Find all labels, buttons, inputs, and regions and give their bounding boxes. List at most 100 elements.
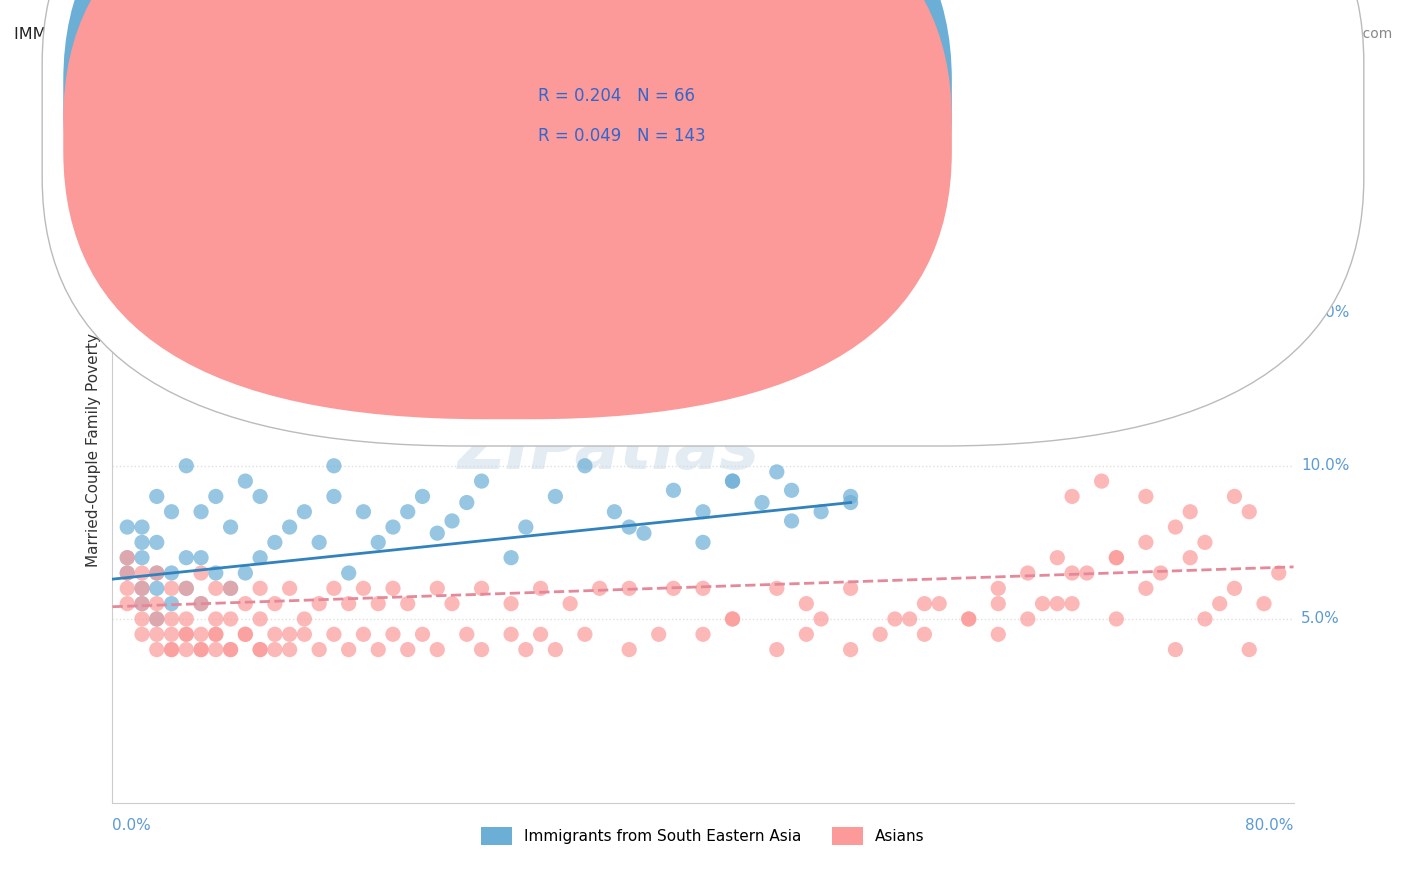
Point bbox=[766, 582, 789, 596]
Point bbox=[292, 505, 315, 519]
Point bbox=[1062, 490, 1084, 504]
Point bbox=[160, 642, 183, 657]
Point bbox=[1164, 642, 1187, 657]
Point bbox=[780, 483, 803, 498]
Point bbox=[1062, 566, 1084, 580]
Point bbox=[278, 520, 301, 534]
Point bbox=[619, 582, 641, 596]
Point bbox=[367, 535, 389, 549]
Point bbox=[205, 566, 228, 580]
Point bbox=[146, 535, 169, 549]
Point bbox=[117, 520, 138, 534]
Point bbox=[1239, 505, 1261, 519]
Point bbox=[146, 490, 169, 504]
Point bbox=[692, 627, 714, 641]
Point bbox=[441, 597, 464, 611]
Point bbox=[337, 597, 360, 611]
Point bbox=[721, 474, 744, 488]
Point bbox=[117, 550, 138, 565]
Point bbox=[796, 627, 818, 641]
Y-axis label: Married-Couple Family Poverty: Married-Couple Family Poverty bbox=[86, 334, 101, 567]
Point bbox=[869, 627, 891, 641]
Point bbox=[1253, 597, 1275, 611]
Text: 15.0%: 15.0% bbox=[1301, 305, 1350, 320]
Point bbox=[131, 582, 153, 596]
Point bbox=[292, 612, 315, 626]
Point bbox=[1194, 535, 1216, 549]
Point bbox=[264, 535, 287, 549]
Point bbox=[146, 566, 169, 580]
Point bbox=[233, 627, 256, 641]
Point bbox=[205, 582, 228, 596]
Point bbox=[160, 566, 183, 580]
Point bbox=[766, 642, 789, 657]
Point bbox=[928, 597, 950, 611]
Point bbox=[190, 642, 212, 657]
Point bbox=[308, 535, 330, 549]
Point bbox=[619, 642, 641, 657]
Point bbox=[574, 458, 596, 473]
Point bbox=[647, 290, 671, 304]
Point bbox=[249, 642, 271, 657]
Point bbox=[558, 597, 582, 611]
Point bbox=[264, 627, 287, 641]
Point bbox=[501, 597, 523, 611]
Point bbox=[219, 612, 242, 626]
Point bbox=[766, 465, 789, 479]
Point bbox=[131, 582, 153, 596]
Point bbox=[308, 597, 330, 611]
Point bbox=[588, 582, 610, 596]
Point bbox=[146, 582, 169, 596]
Point bbox=[117, 550, 138, 565]
Point bbox=[278, 642, 301, 657]
Point bbox=[205, 627, 228, 641]
Point bbox=[323, 627, 346, 641]
Point bbox=[898, 612, 921, 626]
Text: IMMIGRANTS FROM SOUTH EASTERN ASIA VS ASIAN MARRIED-COUPLE FAMILY POVERTY CORREL: IMMIGRANTS FROM SOUTH EASTERN ASIA VS AS… bbox=[14, 27, 897, 42]
Text: Source: ZipAtlas.com: Source: ZipAtlas.com bbox=[1244, 27, 1392, 41]
Point bbox=[146, 597, 169, 611]
Point bbox=[470, 474, 494, 488]
Point bbox=[1017, 612, 1039, 626]
Point bbox=[367, 642, 389, 657]
Point bbox=[470, 642, 494, 657]
Point bbox=[456, 495, 478, 509]
Text: 0.0%: 0.0% bbox=[112, 818, 152, 833]
Point bbox=[426, 582, 449, 596]
Point bbox=[914, 597, 936, 611]
Point bbox=[174, 582, 197, 596]
Point bbox=[839, 642, 862, 657]
Point bbox=[1208, 244, 1232, 259]
Point bbox=[529, 582, 551, 596]
Point bbox=[249, 582, 271, 596]
Point bbox=[957, 612, 980, 626]
Point bbox=[278, 582, 301, 596]
Point bbox=[515, 520, 537, 534]
Point bbox=[1208, 597, 1232, 611]
Point bbox=[1091, 474, 1114, 488]
Point bbox=[1223, 582, 1246, 596]
Point bbox=[411, 490, 433, 504]
Point bbox=[219, 582, 242, 596]
Point bbox=[501, 627, 523, 641]
Point bbox=[456, 627, 478, 641]
Point bbox=[249, 490, 271, 504]
Point bbox=[987, 597, 1010, 611]
Point bbox=[323, 490, 346, 504]
Point bbox=[190, 597, 212, 611]
Point bbox=[131, 520, 153, 534]
Point bbox=[987, 582, 1010, 596]
Point bbox=[190, 505, 212, 519]
Point bbox=[117, 597, 138, 611]
Point bbox=[337, 566, 360, 580]
Point bbox=[662, 582, 685, 596]
Point bbox=[146, 627, 169, 641]
Point bbox=[308, 642, 330, 657]
Point bbox=[382, 582, 405, 596]
Point bbox=[1194, 612, 1216, 626]
Point bbox=[470, 582, 494, 596]
Point bbox=[515, 642, 537, 657]
Point bbox=[233, 627, 256, 641]
Point bbox=[396, 597, 419, 611]
Point bbox=[205, 642, 228, 657]
